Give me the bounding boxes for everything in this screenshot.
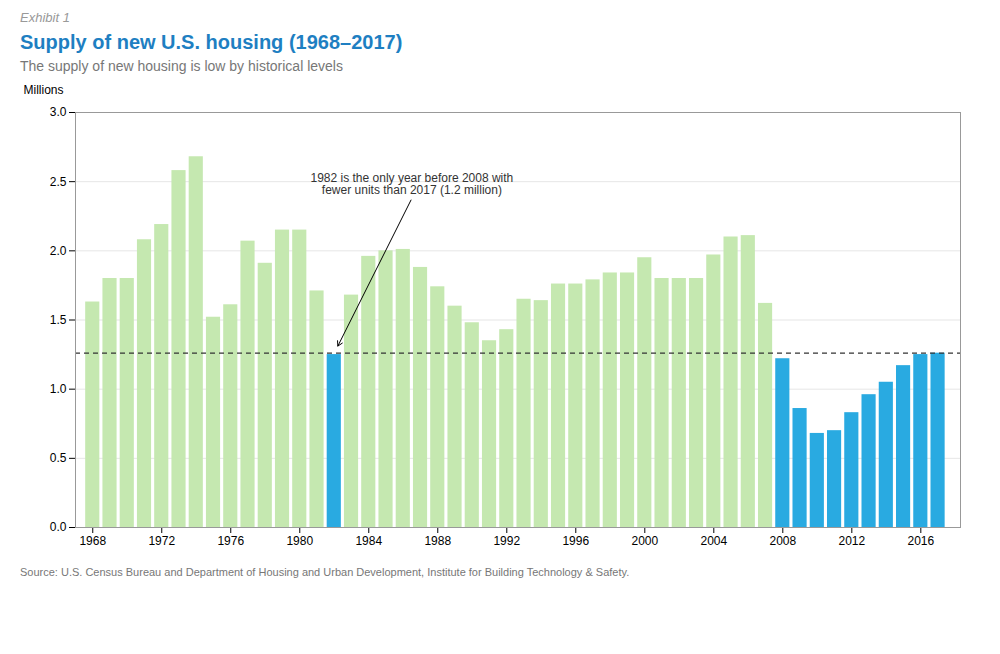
svg-text:2016: 2016 <box>907 534 934 548</box>
svg-text:1976: 1976 <box>217 534 244 548</box>
svg-text:1988: 1988 <box>424 534 451 548</box>
svg-text:0.5: 0.5 <box>50 451 67 465</box>
svg-text:2.0: 2.0 <box>50 244 67 258</box>
html-text:Source: U.S. Census Bureau and: Source: U.S. Census Bureau and Departmen… <box>20 566 630 578</box>
svg-text:1972: 1972 <box>148 534 175 548</box>
svg-text:2.5: 2.5 <box>50 175 67 189</box>
svg-text:2000: 2000 <box>631 534 658 548</box>
html-text:Exhibit 1: Exhibit 1 <box>20 10 70 25</box>
svg-text:1980: 1980 <box>286 534 313 548</box>
svg-text:1982 is the only year before 2: 1982 is the only year before 2008 withfe… <box>310 171 513 197</box>
svg-text:1996: 1996 <box>562 534 589 548</box>
svg-text:3.0: 3.0 <box>50 105 67 119</box>
svg-text:2008: 2008 <box>769 534 796 548</box>
html-text:Supply of new U.S. housing (19: Supply of new U.S. housing (1968–2017) <box>20 31 403 53</box>
svg-text:0.0: 0.0 <box>50 520 67 534</box>
html-text:The supply of new housing is l: The supply of new housing is low by hist… <box>20 58 343 74</box>
svg-text:2004: 2004 <box>700 534 727 548</box>
svg-text:1968: 1968 <box>79 534 106 548</box>
svg-text:1992: 1992 <box>493 534 520 548</box>
svg-text:Millions: Millions <box>24 83 64 97</box>
svg-text:1.0: 1.0 <box>50 382 67 396</box>
svg-text:2012: 2012 <box>838 534 865 548</box>
svg-text:1984: 1984 <box>355 534 382 548</box>
svg-text:1.5: 1.5 <box>50 313 67 327</box>
